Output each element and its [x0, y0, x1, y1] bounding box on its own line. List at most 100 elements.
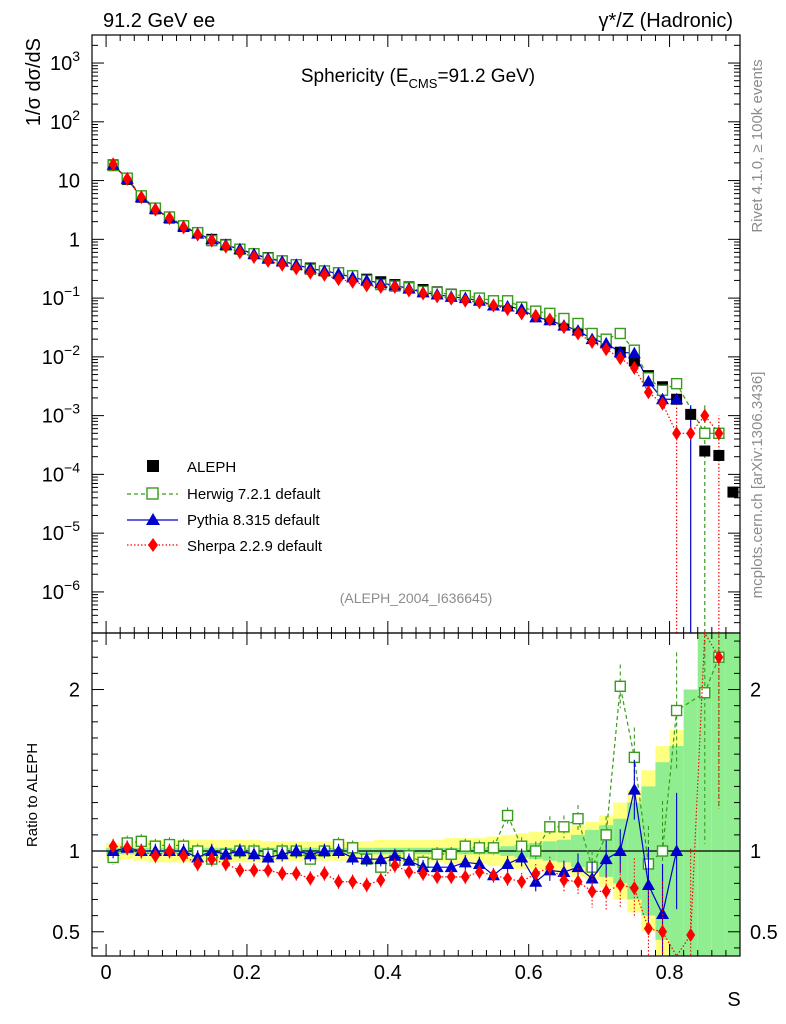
ratio-point-pythia [374, 852, 388, 865]
ratio-point-sherpa [615, 877, 625, 892]
chart-title-tail: =91.2 GeV) [437, 66, 535, 87]
y-tick-exponent: 2 [72, 107, 80, 123]
y-tick-base: 10 [50, 112, 72, 134]
y-tick-base: 10 [42, 582, 64, 604]
main-point-pythia [670, 392, 684, 405]
main-point-sherpa [179, 220, 189, 235]
ratio-y-tick-label-right: 2 [750, 680, 761, 702]
ratio-point-pythia [585, 871, 599, 884]
main-point-sherpa [573, 326, 583, 341]
ratio-point-sherpa [277, 866, 287, 881]
legend-label-aleph: ALEPH [187, 459, 236, 476]
ratio-point-pythia [501, 857, 515, 869]
ratio-point-herwig [670, 704, 683, 717]
y-tick-label: 10−1 [42, 283, 80, 310]
header-right-label: γ*/Z (Hadronic) [599, 10, 733, 32]
ratio-point-sherpa [221, 856, 231, 871]
y-tick-base: 10 [42, 347, 64, 369]
ratio-point-sherpa [531, 866, 541, 881]
x-tick-label: 0.8 [656, 962, 684, 984]
main-point-sherpa [319, 267, 329, 282]
main-point-sherpa [164, 211, 174, 226]
ratio-band-inner [683, 689, 698, 956]
y-tick-label: 10−2 [42, 342, 80, 369]
chart-title-subscript: CMS [409, 76, 438, 91]
main-point-sherpa [446, 291, 456, 306]
main-point-sherpa [587, 334, 597, 349]
y-tick-base: 1 [69, 229, 80, 251]
y-tick-label: 102 [50, 107, 80, 134]
y-tick-base: 10 [42, 288, 64, 310]
y-tick-label: 10−5 [42, 518, 80, 545]
ratio-point-sherpa [643, 921, 653, 936]
ratio-point-herwig [600, 829, 612, 841]
ratio-point-pythia [613, 844, 627, 857]
main-point-sherpa [108, 157, 118, 172]
ratio-point-sherpa [150, 848, 160, 863]
ratio-point-herwig [558, 821, 570, 833]
ratio-point-pythia [205, 844, 219, 857]
ratio-point-sherpa [545, 860, 555, 875]
ratio-point-pythia [332, 844, 346, 857]
ratio-point-pythia [317, 844, 331, 857]
y-tick-exponent: −3 [64, 401, 80, 417]
ratio-point-herwig [530, 845, 542, 857]
y-tick-label: 10−6 [42, 577, 80, 604]
legend-label-pythia: Pythia 8.315 default [187, 512, 320, 529]
legend-label-herwig: Herwig 7.2.1 default [187, 486, 321, 503]
main-y-axis-label: 1/σ dσ/dS [23, 38, 45, 126]
main-point-pythia [627, 346, 641, 359]
ratio-y-tick-label-left: 2 [69, 680, 80, 702]
ratio-y-axis-label: Ratio to ALEPH [24, 743, 41, 847]
ratio-point-sherpa [390, 858, 400, 873]
y-tick-base: 10 [50, 53, 72, 75]
x-tick-label: 0.6 [515, 962, 543, 984]
chart-title-main: Sphericity (E [301, 66, 409, 87]
main-point-sherpa [615, 351, 625, 366]
y-tick-base: 10 [42, 523, 64, 545]
main-point-sherpa [277, 257, 287, 272]
main-point-sherpa [207, 233, 217, 248]
analysis-id-label: (ALEPH_2004_I636645) [340, 590, 493, 606]
ratio-point-herwig [544, 821, 556, 833]
ratio-point-sherpa [601, 884, 611, 899]
main-point-sherpa [263, 253, 273, 268]
ratio-point-sherpa [587, 884, 597, 899]
main-point-sherpa [503, 302, 513, 317]
ratio-point-sherpa [348, 874, 358, 889]
y-tick-label: 103 [50, 48, 80, 75]
ratio-point-pythia [571, 860, 585, 873]
main-point-sherpa [249, 250, 259, 265]
main-point-sherpa [460, 293, 470, 308]
ratio-point-sherpa [559, 873, 569, 888]
ratio-point-sherpa [362, 877, 372, 892]
mcplots-label: mcplots.cern.ch [arXiv:1306.3436] [749, 372, 766, 599]
ratio-point-sherpa [108, 839, 118, 854]
ratio-y-tick-label-right: 0.5 [750, 922, 778, 944]
chart-title: Sphericity (ECMS=91.2 GeV) [301, 66, 535, 91]
main-series-line [112, 163, 720, 434]
legend-marker-sherpa [148, 538, 158, 552]
ratio-point-pythia [529, 875, 543, 887]
main-point-sherpa [305, 265, 315, 280]
ratio-point-sherpa [503, 871, 513, 886]
x-tick-label: 0.2 [233, 962, 261, 984]
main-point-sherpa [629, 360, 639, 375]
main-point-sherpa [658, 396, 668, 411]
ratio-point-pythia [627, 783, 641, 795]
ratio-y-tick-label-left: 1 [69, 841, 80, 863]
ratio-point-sherpa [334, 874, 344, 889]
y-tick-exponent: 3 [72, 48, 80, 64]
ratio-point-sherpa [179, 848, 189, 863]
ratio-point-herwig [473, 842, 486, 854]
main-point-herwig [670, 377, 683, 390]
main-point-sherpa [545, 312, 555, 327]
legend: ALEPH Herwig 7.2.1 default Pythia 8.315 … [127, 459, 323, 555]
main-point-sherpa [643, 385, 653, 400]
ratio-point-sherpa [164, 844, 174, 859]
y-tick-label: 10 [58, 171, 80, 193]
main-point-aleph [699, 445, 711, 457]
main-point-aleph [685, 408, 697, 420]
ratio-point-sherpa [460, 869, 470, 884]
